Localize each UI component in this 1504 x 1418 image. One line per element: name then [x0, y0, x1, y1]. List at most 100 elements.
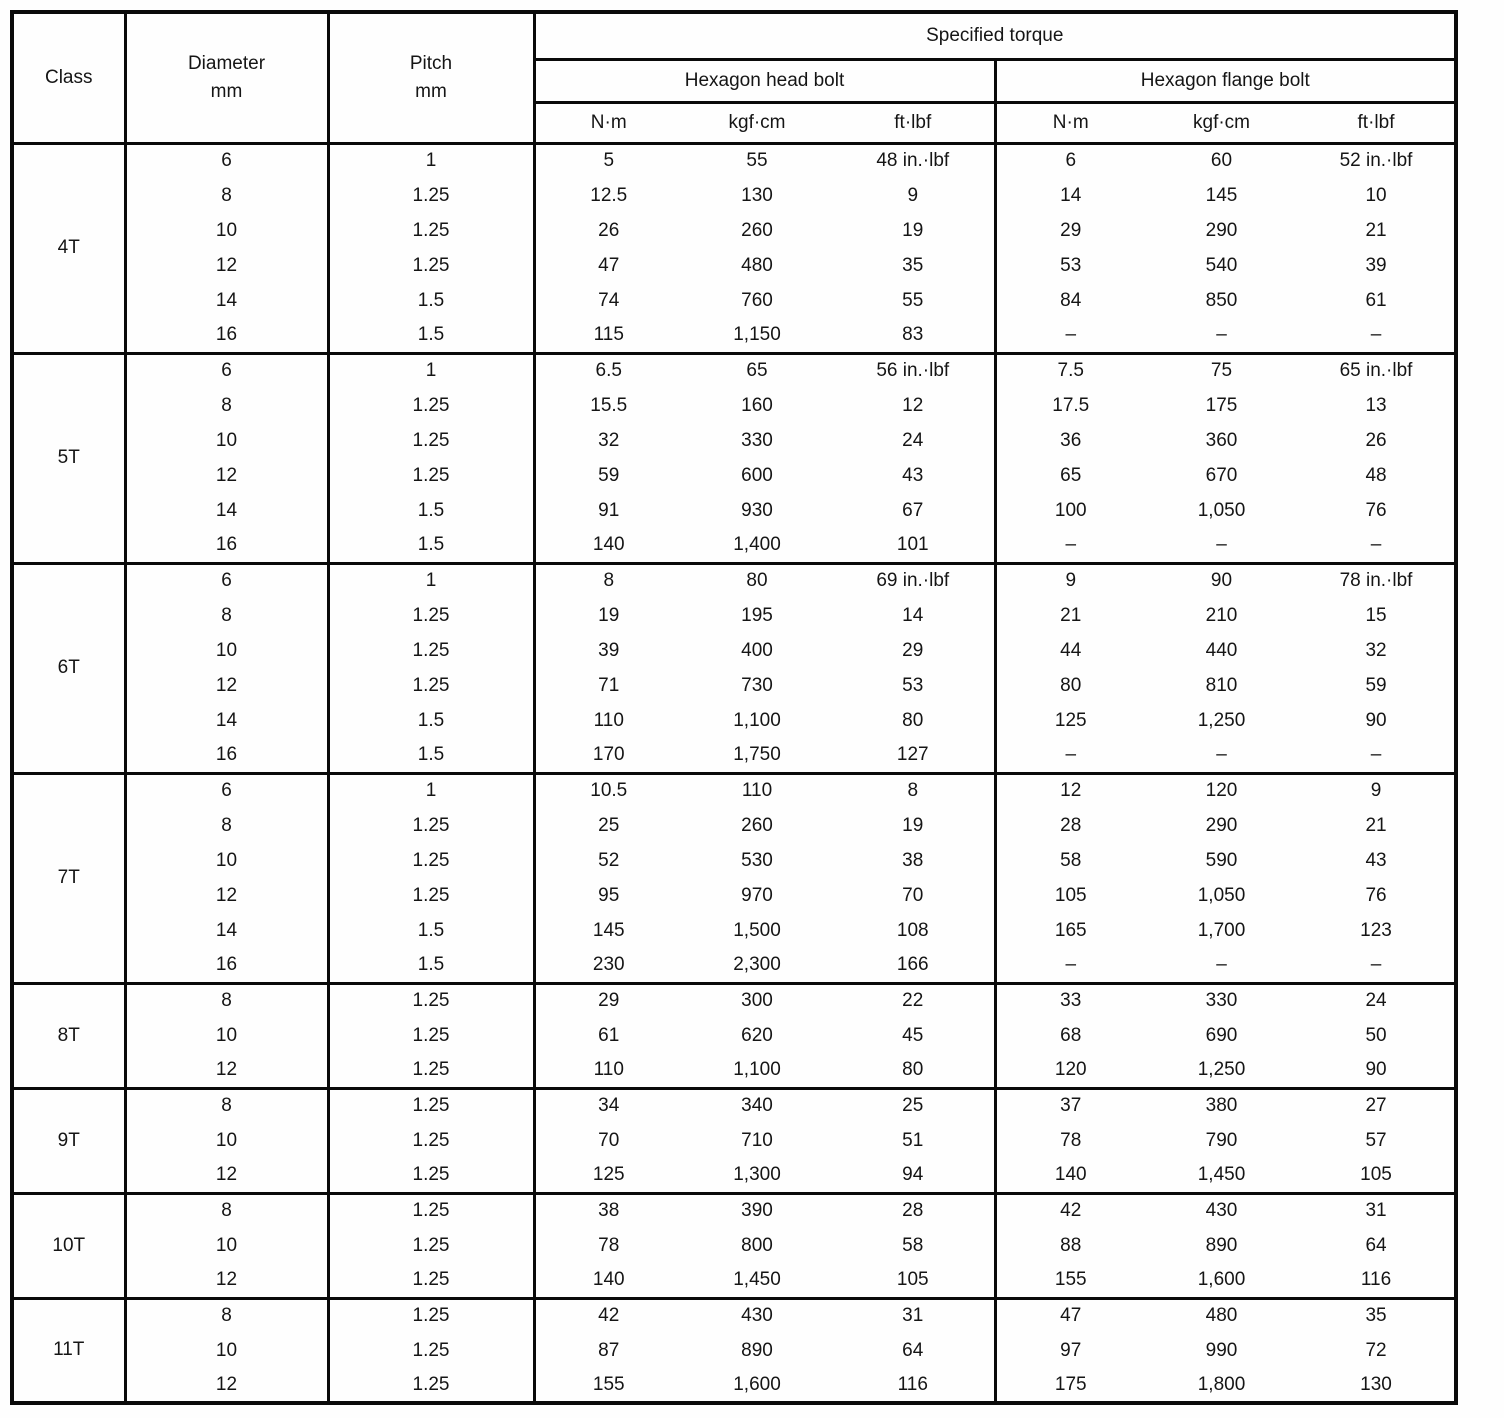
cell-head-nm: 91: [598, 499, 620, 521]
cell-diameter: 14: [125, 493, 330, 528]
cell-flange-kgfcm: 330: [1145, 981, 1298, 1018]
cell-head-nm: 87: [598, 1339, 620, 1361]
cell-head-ftlbf: 94: [832, 1158, 997, 1193]
cell-head-nm: 29: [534, 981, 682, 1018]
cell-flange-ftlbf: 72: [1365, 1339, 1387, 1361]
unit-header-head-nm: N·m: [534, 102, 682, 145]
cell-head-kgfcm: 400: [741, 639, 773, 661]
cell-flange-kgfcm: 480: [1145, 1296, 1298, 1333]
cell-flange-ftlbf: 76: [1365, 884, 1387, 906]
cell-head-nm: 95: [598, 884, 620, 906]
cell-flange-kgfcm: 90: [1145, 561, 1298, 598]
cell-flange-nm: 97: [1060, 1339, 1082, 1361]
cell-head-nm: 170: [592, 743, 625, 765]
cell-head-ftlbf: 80: [832, 1053, 997, 1088]
table-row: 14 1.5 145 1,500 108 165 1,700 123: [12, 913, 1456, 948]
cell-pitch: 1.25: [328, 598, 536, 633]
cell-diameter: 8: [125, 598, 330, 633]
cell-head-nm: 39: [598, 639, 620, 661]
cell-diameter: 12: [125, 248, 330, 283]
cell-pitch: 1.25: [328, 423, 536, 458]
cell-flange-kgfcm: 810: [1205, 674, 1238, 696]
table-row: 10 1.25 39 400 29 44 440 32: [12, 633, 1456, 668]
cell-head-kgfcm: 800: [741, 1234, 773, 1256]
cell-head-ftlbf: 38: [832, 843, 997, 878]
cell-pitch: 1.5: [328, 318, 536, 353]
cell-flange-kgfcm: 290: [1205, 814, 1238, 836]
cell-diameter: 8: [125, 808, 330, 843]
cell-head-nm: 140: [592, 1268, 625, 1290]
cell-flange-nm: 17.5: [1052, 394, 1090, 416]
cell-flange-ftlbf: –: [1370, 323, 1382, 345]
cell-flange-ftlbf: 9: [1298, 771, 1457, 808]
table-row: 10 1.25 70 710 51 78 790 57: [12, 1123, 1456, 1158]
cell-diameter: 10: [125, 633, 330, 668]
cell-head-ftlbf: 55: [832, 283, 997, 318]
unit-header-flange-kgfcm: kgf·cm: [1145, 102, 1298, 145]
cell-flange-nm: 175: [1054, 1373, 1087, 1395]
cell-flange-kgfcm: –: [1216, 953, 1227, 975]
table-row: 12 1.25 71 730 53 80 810 59: [12, 668, 1456, 703]
table-body: 4T 6 1 5 55 48 in.·lbf 6 60 52 in.·lbf 8 1.25 12.5 1…: [12, 141, 1457, 1403]
cell-flange-kgfcm: 990: [1205, 1339, 1238, 1361]
cell-diameter: 10: [125, 213, 330, 248]
cell-head-ftlbf: 64: [832, 1333, 997, 1368]
cell-head-nm: 42: [534, 1296, 682, 1333]
cell-head-ftlbf: 45: [832, 1018, 997, 1053]
cell-pitch: 1.25: [328, 1228, 536, 1263]
table-row: 8 1.25 15.5 160 12 17.5 175 13: [12, 388, 1456, 423]
cell-flange-nm: 36: [1060, 429, 1082, 451]
cell-head-nm: 140: [592, 533, 625, 555]
table-row: 10 1.25 87 890 64 97 990 72: [12, 1333, 1456, 1368]
cell-flange-nm: 9: [995, 561, 1145, 598]
cell-flange-kgfcm: 690: [1205, 1024, 1238, 1046]
header-specified-torque: Specified torque: [534, 12, 1457, 61]
torque-spec-table: Class Diameter mm Pitch mm Specified tor…: [10, 10, 1459, 1405]
table-row: 12 1.25 95 970 70 105 1,050 76: [12, 878, 1456, 913]
table-row: 5T 6 1 6.5 65 56 in.·lbf 7.5 75 65 in.·lbf: [12, 351, 1457, 563]
cell-head-nm: 71: [598, 674, 620, 696]
cell-pitch: 1.5: [328, 493, 536, 528]
cell-flange-nm: 33: [995, 981, 1145, 1018]
cell-flange-ftlbf: 123: [1360, 919, 1392, 941]
cell-flange-nm: 165: [1054, 919, 1087, 941]
cell-pitch: 1.25: [328, 178, 536, 213]
cell-head-ftlbf: 48 in.·lbf: [832, 141, 997, 178]
cell-flange-ftlbf: 78 in.·lbf: [1298, 561, 1457, 598]
cell-diameter: 16: [125, 318, 330, 353]
cell-head-kgfcm: 1,450: [733, 1268, 781, 1290]
class-label-7T: 7T: [12, 771, 127, 983]
cell-pitch: 1: [328, 351, 536, 388]
table-row: 8 1.25 12.5 130 9 14 145 10: [12, 178, 1456, 213]
col-header-diameter-unit: mm: [210, 80, 243, 102]
cell-head-kgfcm: 1,750: [733, 743, 781, 765]
table-row: 16 1.5 115 1,150 83 – – –: [12, 318, 1456, 353]
cell-pitch: 1.5: [328, 738, 536, 773]
col-header-diameter-label: Diameter: [187, 53, 266, 75]
cell-pitch: 1.25: [328, 1018, 536, 1053]
cell-diameter: 12: [125, 1158, 330, 1193]
cell-diameter: 16: [125, 948, 330, 983]
header-hexagon-flange-bolt: Hexagon flange bolt: [995, 59, 1457, 104]
cell-head-kgfcm: 710: [741, 1129, 773, 1151]
cell-pitch: 1.25: [328, 843, 536, 878]
cell-flange-ftlbf: 31: [1298, 1191, 1457, 1228]
cell-head-kgfcm: 930: [741, 499, 773, 521]
cell-head-kgfcm: 620: [741, 1024, 773, 1046]
cell-head-nm: 26: [598, 219, 620, 241]
cell-diameter: 10: [125, 843, 330, 878]
col-header-pitch: Pitch mm: [328, 12, 536, 143]
cell-head-nm: 74: [598, 289, 620, 311]
cell-flange-ftlbf: 15: [1365, 604, 1387, 626]
cell-diameter: 6: [125, 141, 330, 178]
cell-pitch: 1.25: [328, 633, 536, 668]
cell-head-ftlbf: 22: [832, 981, 997, 1018]
cell-head-ftlbf: 53: [832, 668, 997, 703]
table-row: 14 1.5 110 1,100 80 125 1,250 90: [12, 703, 1456, 738]
cell-head-nm: 12.5: [590, 184, 628, 206]
cell-head-kgfcm: 1,500: [733, 919, 781, 941]
cell-flange-ftlbf: 61: [1365, 289, 1387, 311]
cell-flange-kgfcm: 1,050: [1197, 884, 1246, 906]
cell-head-kgfcm: 160: [741, 394, 773, 416]
cell-flange-ftlbf: 27: [1298, 1086, 1457, 1123]
